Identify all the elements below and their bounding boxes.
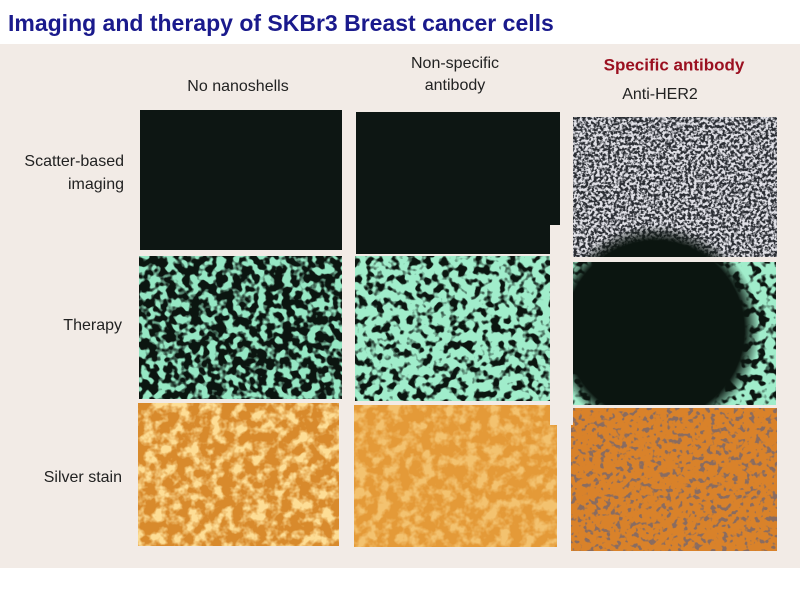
row-header: Silver stain [44, 469, 122, 486]
frame [560, 405, 790, 408]
row-header: Therapy [63, 317, 122, 334]
column-header: Non-specific [411, 55, 499, 72]
column-header: antibody [425, 77, 486, 94]
column-sublabel: Anti-HER2 [622, 86, 698, 103]
frame [550, 225, 573, 425]
micrograph [139, 256, 342, 399]
frame [560, 257, 790, 262]
frame [777, 250, 800, 420]
micrograph [354, 405, 557, 547]
row-header: Scatter-based [24, 153, 124, 170]
micrograph [140, 110, 342, 250]
micrograph [550, 225, 776, 435]
slide-title: Imaging and therapy of SKBr3 Breast canc… [8, 10, 554, 36]
column-header: Specific antibody [604, 55, 745, 74]
micrograph [138, 403, 339, 546]
micrograph [355, 256, 559, 401]
micrograph [573, 117, 777, 257]
micrograph [571, 408, 777, 551]
row-header: imaging [68, 176, 124, 193]
micrograph [356, 112, 560, 254]
column-header: No nanoshells [187, 78, 288, 95]
